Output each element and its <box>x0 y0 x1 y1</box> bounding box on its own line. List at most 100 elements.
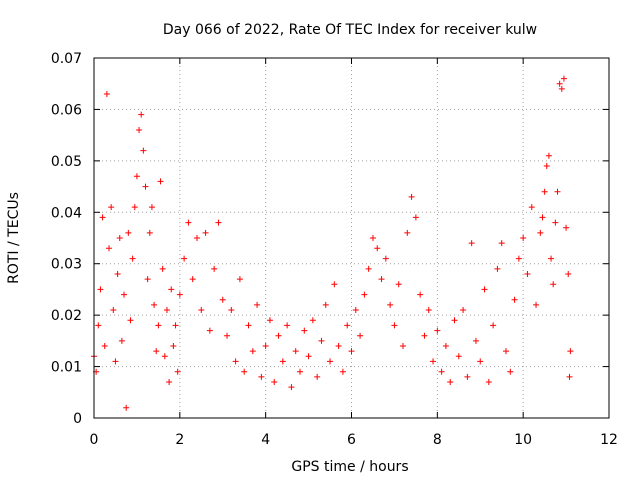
data-point <box>520 235 527 241</box>
data-point <box>206 327 213 334</box>
data-point <box>507 368 514 375</box>
data-point <box>387 301 394 308</box>
data-point <box>550 281 557 288</box>
data-point <box>472 337 479 344</box>
data-point <box>382 255 389 262</box>
y-axis-label: ROTI / TECUs <box>6 192 22 284</box>
data-point <box>430 358 437 365</box>
y-tick-label: 0.01 <box>51 360 82 376</box>
data-point <box>400 343 406 349</box>
data-point <box>232 358 239 365</box>
data-point <box>202 229 209 236</box>
data-point <box>161 353 168 360</box>
data-point <box>528 204 535 211</box>
x-tick-label: 12 <box>600 432 618 448</box>
data-point <box>106 245 113 252</box>
data-point <box>451 317 458 324</box>
data-point <box>318 337 325 344</box>
data-point <box>219 296 226 303</box>
data-point <box>339 368 346 375</box>
data-point <box>460 307 467 313</box>
data-point <box>552 219 559 226</box>
data-point <box>185 219 192 226</box>
data-point <box>447 379 454 385</box>
data-point <box>215 219 222 226</box>
data-point <box>565 271 572 277</box>
data-point <box>305 353 312 360</box>
data-point <box>490 322 497 329</box>
data-point <box>331 281 338 288</box>
data-point <box>116 235 123 241</box>
data-point <box>258 373 265 380</box>
data-point <box>468 240 475 247</box>
data-point <box>97 286 104 293</box>
data-point <box>297 368 303 375</box>
data-point <box>545 152 552 159</box>
x-tick-label: 2 <box>175 432 184 448</box>
data-point <box>404 229 411 236</box>
data-point <box>539 214 546 221</box>
data-point <box>194 235 200 241</box>
data-point <box>421 332 428 339</box>
y-tick-label: 0.06 <box>51 102 82 118</box>
data-point <box>131 204 138 211</box>
data-point <box>566 373 573 380</box>
data-point <box>511 296 518 303</box>
data-point <box>151 301 158 308</box>
data-point <box>174 368 181 375</box>
data-point <box>118 337 125 344</box>
data-point <box>136 127 143 133</box>
data-point <box>434 327 441 334</box>
data-point <box>417 291 424 298</box>
data-point <box>442 343 449 349</box>
chart-title: Day 066 of 2022, Rate Of TEC Index for r… <box>163 22 537 38</box>
data-point <box>543 163 550 169</box>
data-point <box>114 271 121 277</box>
data-point <box>494 265 501 272</box>
data-point <box>408 193 415 200</box>
data-point <box>548 255 555 262</box>
data-point <box>125 229 132 236</box>
y-tick-label: 0 <box>73 411 82 427</box>
data-points <box>91 75 574 411</box>
data-point <box>425 307 432 313</box>
x-tick-label: 6 <box>347 432 356 448</box>
y-tick-label: 0.07 <box>51 51 82 67</box>
data-point <box>288 384 295 391</box>
x-tick-labels: 0 2 4 6 8 10 12 <box>90 432 618 448</box>
data-point <box>198 307 205 313</box>
data-point <box>241 368 248 375</box>
data-point <box>348 348 355 355</box>
data-point <box>236 276 243 283</box>
data-point <box>271 379 278 385</box>
data-point <box>266 317 273 324</box>
data-point <box>485 379 492 385</box>
data-point <box>284 322 291 329</box>
data-point <box>481 286 488 293</box>
data-point <box>369 235 376 241</box>
data-point <box>133 173 140 180</box>
data-point <box>101 343 108 349</box>
data-point <box>335 343 342 349</box>
data-point <box>121 291 128 298</box>
data-point <box>279 358 286 365</box>
data-point <box>172 322 179 329</box>
y-tick-label: 0.02 <box>51 308 82 324</box>
data-point <box>99 214 106 221</box>
data-point <box>556 80 563 87</box>
data-point <box>224 332 231 339</box>
data-point <box>554 188 561 195</box>
y-tick-labels: 0 0.01 0.02 0.03 0.04 0.05 0.06 0.07 <box>51 51 82 427</box>
data-point <box>524 271 531 277</box>
data-point <box>560 75 567 82</box>
data-point <box>254 301 261 308</box>
data-point <box>533 301 540 308</box>
data-point <box>541 188 548 195</box>
axis-ticks <box>93 57 610 419</box>
data-point <box>537 229 544 236</box>
data-point <box>163 307 170 313</box>
data-point <box>314 373 321 380</box>
data-point <box>181 255 188 262</box>
data-point <box>438 368 445 375</box>
